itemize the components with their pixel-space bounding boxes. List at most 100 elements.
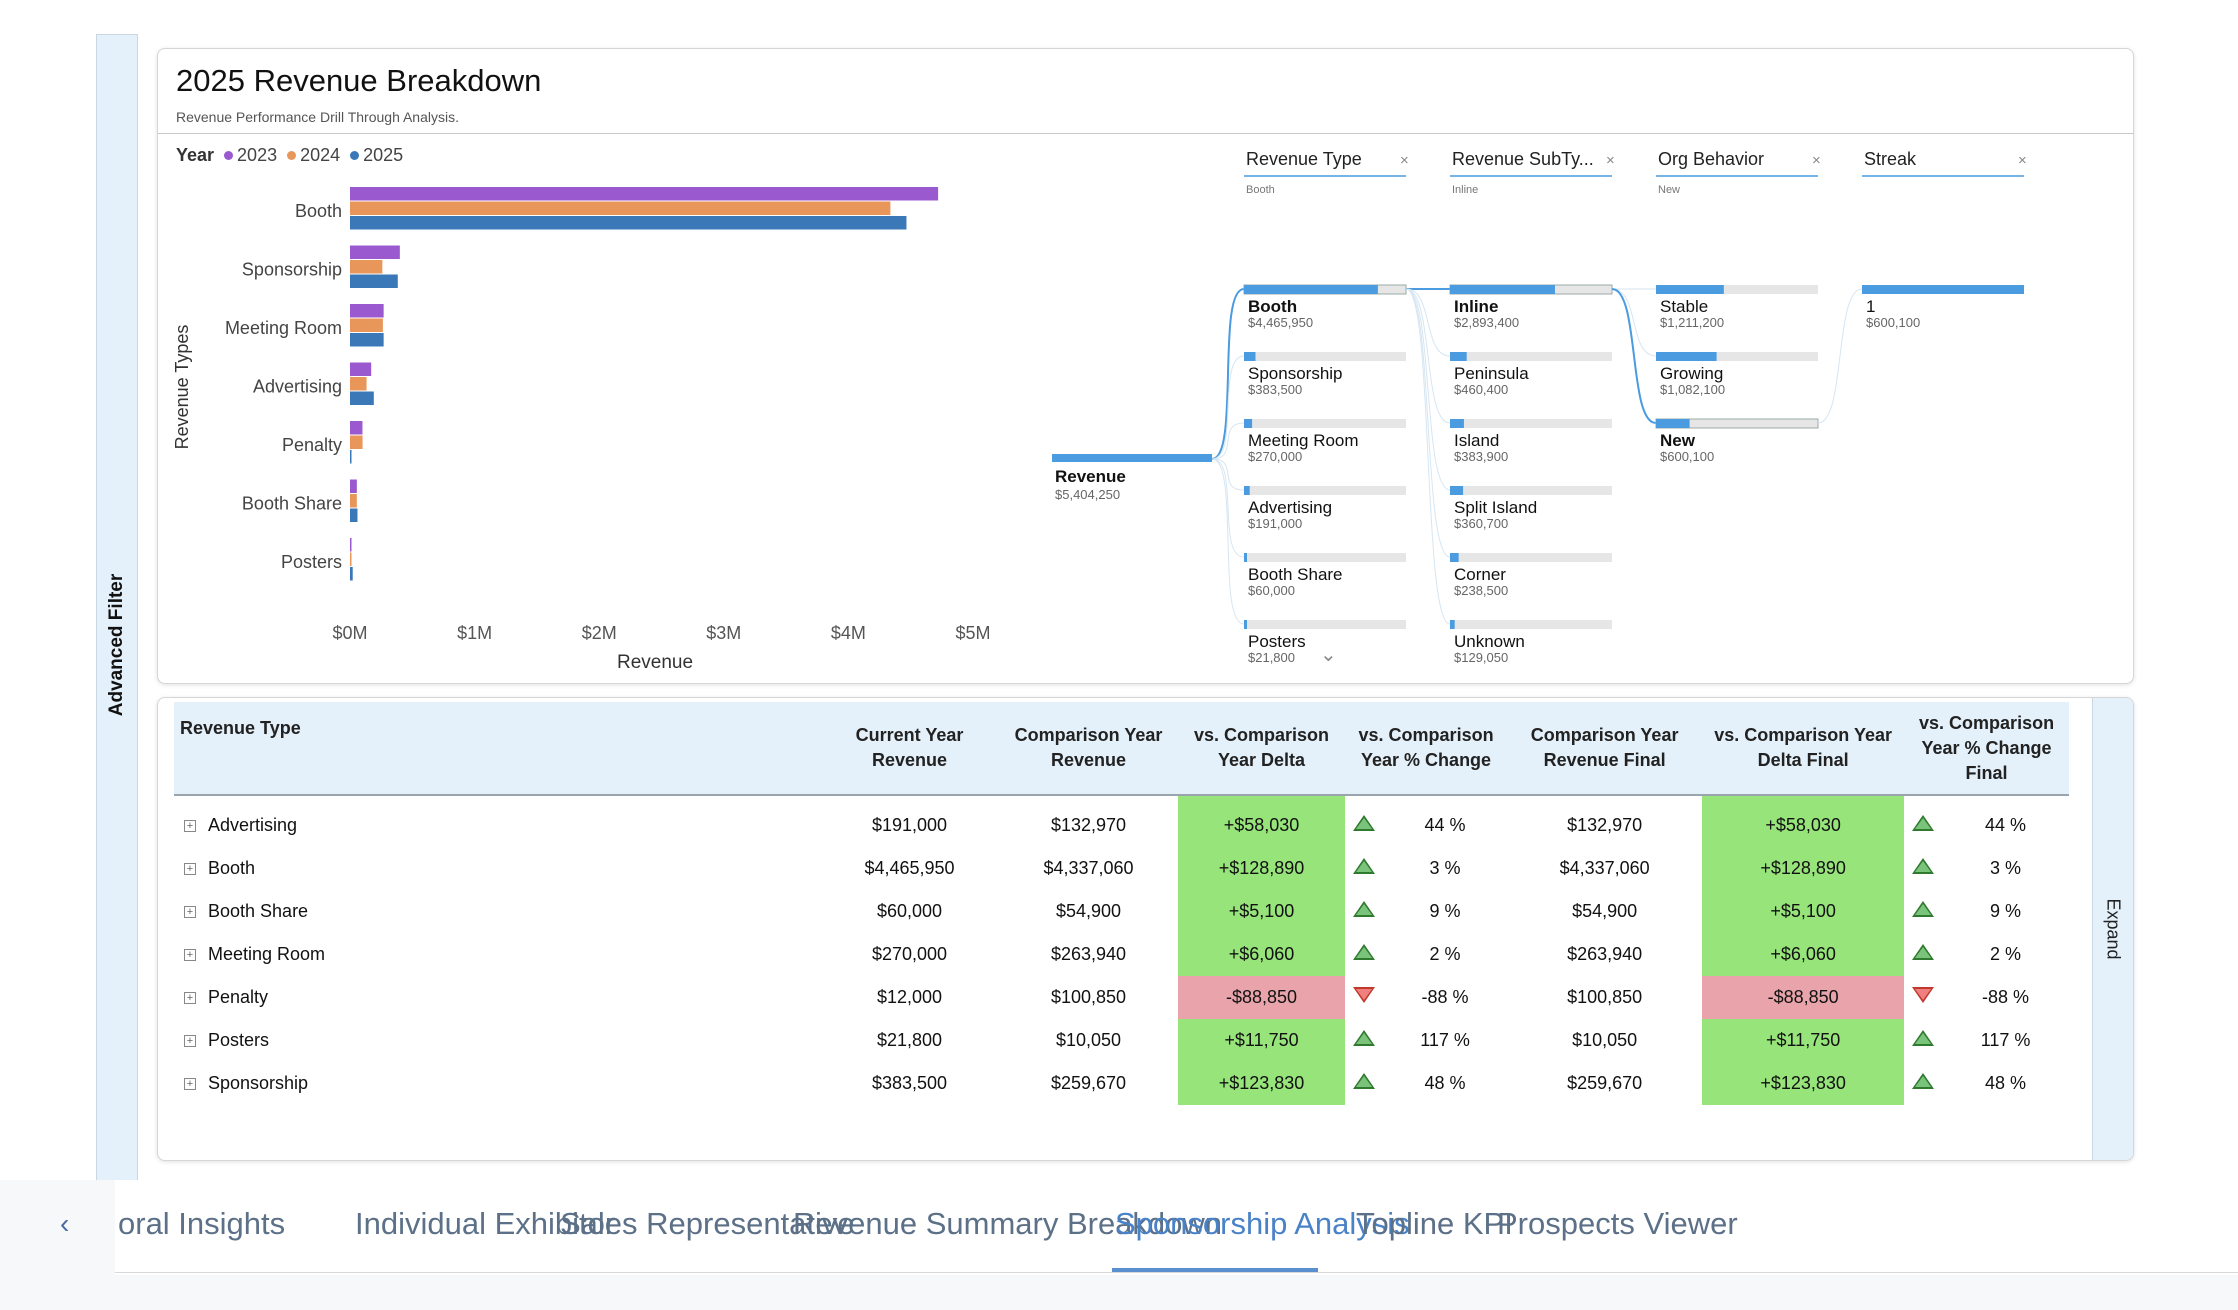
cell-revenue-type[interactable]: + Posters: [174, 1019, 820, 1062]
table-row[interactable]: + Posters $21,800 $10,050 +$11,750 117 % $10,0…: [174, 1019, 2069, 1062]
bar-2025[interactable]: [350, 450, 352, 464]
node-bar[interactable]: [1450, 620, 1455, 629]
close-icon[interactable]: ×: [1400, 152, 1409, 169]
chevron-left-icon[interactable]: ‹: [60, 1208, 70, 1239]
advanced-filter-panel[interactable]: Advanced Filter: [96, 34, 138, 1182]
cell-revenue-type[interactable]: + Penalty: [174, 976, 820, 1019]
bar-2024[interactable]: [350, 494, 357, 508]
revenue-bar-chart[interactable]: Revenue Types Booth Sponsorship Meeting Roo…: [158, 159, 1038, 685]
node-bar[interactable]: [1244, 419, 1253, 428]
bar-2025[interactable]: [350, 333, 384, 347]
node-label[interactable]: New: [1660, 431, 1696, 450]
bar-2024[interactable]: [350, 318, 383, 333]
node-label[interactable]: Stable: [1660, 297, 1708, 316]
bar-2025[interactable]: [350, 274, 398, 289]
tab-topline-kpi[interactable]: Topline KPI: [1356, 1206, 1513, 1241]
bar-2024[interactable]: [350, 552, 352, 567]
node-label[interactable]: Growing: [1660, 364, 1723, 383]
table-row[interactable]: + Booth $4,465,950 $4,337,060 +$128,890 3 % $4…: [174, 847, 2069, 890]
expand-row-icon[interactable]: +: [184, 820, 196, 833]
expand-panel[interactable]: Expand: [2092, 698, 2133, 1160]
tab-prospects-viewer[interactable]: Prospects Viewer: [1497, 1206, 1738, 1241]
expand-row-icon[interactable]: +: [184, 992, 196, 1005]
cell-revenue-type[interactable]: + Sponsorship: [174, 1062, 820, 1105]
tab-sponsorship-analysis[interactable]: Sponsorship Analysis: [1115, 1206, 1410, 1241]
table-row[interactable]: + Sponsorship $383,500 $259,670 +$123,830 48 …: [174, 1062, 2069, 1105]
node-bar[interactable]: [1656, 285, 1724, 294]
bar-2024[interactable]: [350, 435, 363, 450]
node-label[interactable]: Unknown: [1454, 632, 1525, 651]
table-row[interactable]: + Penalty $12,000 $100,850 -$88,850 -88 % $100…: [174, 976, 2069, 1019]
bar-2024[interactable]: [350, 260, 383, 274]
legend-item-2023[interactable]: 2023: [224, 145, 277, 166]
table-row[interactable]: + Booth Share $60,000 $54,900 +$5,100 9 % $54,…: [174, 890, 2069, 933]
header-pct-change[interactable]: vs. Comparison Year % Change: [1345, 702, 1508, 796]
node-bar[interactable]: [1244, 553, 1247, 562]
bar-2025[interactable]: [350, 508, 358, 523]
filter-3-label[interactable]: Org Behavior: [1658, 149, 1764, 169]
tab-sales-representative[interactable]: Sales Representative: [560, 1206, 855, 1241]
header-pct-change-final[interactable]: vs. Comparison Year % Change Final: [1904, 702, 2069, 796]
cell-revenue-type[interactable]: + Meeting Room: [174, 933, 820, 976]
header-delta-final[interactable]: vs. Comparison Year Delta Final: [1702, 702, 1905, 796]
expand-row-icon[interactable]: +: [184, 906, 196, 919]
node-bar[interactable]: [1450, 419, 1464, 428]
filter-4-label[interactable]: Streak: [1864, 149, 1917, 169]
node-label[interactable]: Island: [1454, 431, 1499, 450]
close-icon[interactable]: ×: [1606, 152, 1615, 169]
header-comparison-year-revenue[interactable]: Comparison Year Revenue: [999, 702, 1178, 796]
bar-2024[interactable]: [350, 377, 367, 391]
cell-revenue-type[interactable]: + Advertising: [174, 795, 820, 847]
bar-2023[interactable]: [350, 421, 363, 435]
filter-2-label[interactable]: Revenue SubTy...: [1452, 149, 1594, 169]
tab-oral-insights[interactable]: oral Insights: [118, 1206, 286, 1241]
bar-2024[interactable]: [350, 201, 891, 216]
node-bar[interactable]: [1656, 352, 1717, 361]
header-delta[interactable]: vs. Comparison Year Delta: [1178, 702, 1345, 796]
node-bar[interactable]: [1244, 352, 1256, 361]
node-bar[interactable]: [1450, 352, 1467, 361]
bar-2023[interactable]: [350, 187, 939, 201]
expand-row-icon[interactable]: +: [184, 863, 196, 876]
node-label[interactable]: Peninsula: [1454, 364, 1529, 383]
bar-2025[interactable]: [350, 216, 907, 230]
bar-2025[interactable]: [350, 567, 353, 581]
node-label[interactable]: Inline: [1454, 297, 1498, 316]
root-bar[interactable]: [1052, 454, 1212, 462]
node-label[interactable]: 1: [1866, 297, 1875, 316]
cell-revenue-type[interactable]: + Booth: [174, 847, 820, 890]
node-bar[interactable]: [1244, 486, 1250, 495]
decomposition-tree[interactable]: Revenue Type × Booth Revenue SubTy... × Inlin…: [1038, 135, 2128, 695]
bar-2023[interactable]: [350, 479, 357, 494]
header-revenue-type[interactable]: Revenue Type: [174, 702, 820, 796]
node-bar[interactable]: [1656, 419, 1690, 428]
tab-individual-exhibitor[interactable]: Individual Exhibitor: [355, 1206, 616, 1241]
expand-row-icon[interactable]: +: [184, 949, 196, 962]
node-label[interactable]: Advertising: [1248, 498, 1332, 517]
bar-2023[interactable]: [350, 304, 384, 318]
node-bar[interactable]: [1862, 285, 2024, 294]
node-bar[interactable]: [1244, 620, 1247, 629]
table-row[interactable]: + Meeting Room $270,000 $263,940 +$6,060 2 % $…: [174, 933, 2069, 976]
node-label[interactable]: Booth Share: [1248, 565, 1343, 584]
filter-1-label[interactable]: Revenue Type: [1246, 149, 1362, 169]
table-row[interactable]: + Advertising $191,000 $132,970 +$58,030 44 %…: [174, 795, 2069, 847]
node-label[interactable]: Sponsorship: [1248, 364, 1343, 383]
expand-row-icon[interactable]: +: [184, 1078, 196, 1091]
bar-2025[interactable]: [350, 391, 374, 406]
node-bar[interactable]: [1450, 285, 1555, 294]
chevron-down-icon[interactable]: ⌄: [1320, 644, 1337, 666]
bar-2023[interactable]: [350, 362, 372, 377]
node-label[interactable]: Corner: [1454, 565, 1506, 584]
cell-revenue-type[interactable]: + Booth Share: [174, 890, 820, 933]
close-icon[interactable]: ×: [2018, 152, 2027, 169]
node-bar[interactable]: [1450, 553, 1459, 562]
node-label[interactable]: Booth: [1248, 297, 1297, 316]
header-current-year-revenue[interactable]: Current Year Revenue: [820, 702, 999, 796]
bar-2023[interactable]: [350, 538, 352, 552]
tab-revenue-summary-breakdown[interactable]: Revenue Summary Breakdown: [793, 1206, 1223, 1241]
header-comparison-final[interactable]: Comparison Year Revenue Final: [1507, 702, 1703, 796]
expand-row-icon[interactable]: +: [184, 1035, 196, 1048]
legend-item-2024[interactable]: 2024: [287, 145, 340, 166]
legend-item-2025[interactable]: 2025: [350, 145, 403, 166]
